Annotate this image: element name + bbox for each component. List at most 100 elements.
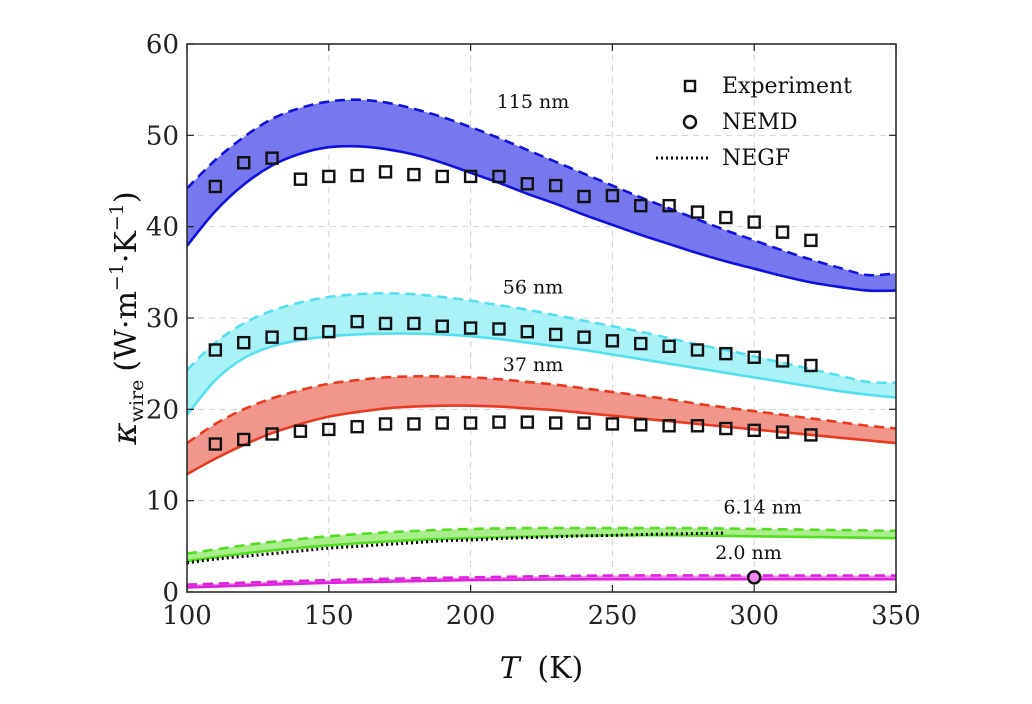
experiment-markers — [208, 151, 818, 451]
experiment-marker — [378, 316, 393, 331]
y-axis-title: κwire(W·m−1·K−1) — [105, 191, 148, 445]
experiment-marker — [407, 316, 421, 331]
y-tick-label: 30 — [146, 304, 179, 334]
band-label: 56 nm — [503, 276, 563, 298]
nemd-markers — [747, 570, 762, 585]
experiment-marker — [719, 346, 733, 361]
experiment-marker — [350, 419, 364, 434]
y-axis-unit-exp2: −1 — [106, 203, 128, 231]
band-label: 6.14 nm — [723, 496, 802, 518]
experiment-marker — [463, 321, 478, 335]
experiment-marker — [605, 188, 620, 203]
experiment-marker — [350, 314, 364, 329]
y-axis-subscript: wire — [126, 380, 148, 423]
band-annotations: 115 nm 56 nm 37 nm 6.14 nm 2.0 nm — [497, 91, 802, 564]
experiment-marker — [690, 419, 705, 433]
experiment-marker — [463, 416, 478, 430]
experiment-marker — [492, 169, 506, 184]
experiment-marker — [237, 156, 251, 170]
x-axis-unit: (K) — [537, 651, 583, 686]
legend: Experiment NEMD NEGF — [656, 74, 852, 171]
experiment-marker — [265, 427, 279, 441]
band-fill — [187, 99, 896, 291]
experiment-marker — [520, 177, 535, 191]
experiment-marker — [237, 432, 251, 447]
x-tick-label: 350 — [871, 601, 921, 631]
experiment-marker — [804, 428, 818, 442]
band-lower-line — [187, 404, 896, 476]
legend-label: NEGF — [722, 146, 790, 171]
legend-marker-circle — [682, 114, 698, 130]
experiment-marker — [605, 334, 620, 348]
experiment-marker — [492, 322, 506, 336]
experiment-marker — [548, 178, 563, 193]
x-tick-label: 200 — [446, 601, 496, 631]
band-lower-line — [187, 144, 896, 293]
y-axis-unit-close: ) — [109, 191, 144, 203]
experiment-marker — [322, 422, 336, 437]
experiment-marker — [662, 419, 676, 433]
x-tick-label: 100 — [162, 601, 212, 631]
legend-label: Experiment — [722, 74, 852, 99]
experiment-marker — [435, 169, 449, 184]
experiment-marker — [378, 165, 393, 179]
experiment-marker — [208, 179, 223, 194]
y-axis-unit-exp1: −1 — [106, 263, 128, 291]
experiment-marker — [407, 167, 421, 182]
band-label: 37 nm — [503, 354, 563, 376]
experiment-marker — [690, 343, 705, 357]
x-tick-label: 150 — [304, 601, 354, 631]
svg-text:κwire(W·m−1·K−1): κwire(W·m−1·K−1) — [105, 191, 148, 445]
nemd-marker — [747, 570, 762, 585]
experiment-marker — [634, 336, 648, 351]
experiment-marker — [378, 417, 393, 431]
y-tick-label: 0 — [162, 578, 179, 608]
experiment-marker — [747, 423, 761, 438]
experiment-marker — [634, 198, 648, 213]
experiment-marker — [520, 325, 535, 339]
experiment-marker — [208, 343, 223, 357]
experiment-marker — [775, 354, 790, 368]
x-tick-label: 300 — [729, 601, 779, 631]
band-upper-line — [187, 98, 896, 277]
experiment-marker — [435, 319, 449, 333]
experiment-marker — [577, 416, 591, 430]
experiment-marker — [775, 225, 790, 239]
experiment-marker — [577, 330, 591, 344]
experiment-marker — [634, 418, 648, 432]
band-upper-line — [187, 574, 896, 586]
experiment-marker — [463, 169, 478, 184]
band-fill — [187, 527, 896, 561]
y-tick-label: 60 — [146, 30, 179, 60]
band-lower-line — [187, 577, 896, 589]
experiment-marker — [265, 151, 279, 165]
y-tick-label: 40 — [146, 213, 179, 243]
experiment-marker — [322, 325, 336, 339]
experiment-marker — [804, 233, 818, 248]
band-upper-line — [187, 526, 896, 555]
experiment-marker — [520, 415, 535, 429]
experiment-marker — [435, 416, 449, 430]
y-axis-unit-open: (W·m — [109, 291, 144, 372]
experiment-marker — [662, 198, 676, 213]
band-label: 115 nm — [497, 91, 570, 113]
band-fill — [187, 376, 896, 475]
experiment-marker — [293, 424, 308, 438]
negf-series — [186, 531, 726, 565]
experiment-marker — [577, 189, 591, 204]
y-tick-label: 10 — [146, 487, 179, 517]
band-lower-line — [187, 533, 896, 563]
x-tick-label: 250 — [588, 601, 638, 631]
x-axis-symbol: T — [500, 651, 522, 686]
experiment-marker — [350, 168, 364, 183]
experiment-marker — [293, 172, 308, 186]
y-tick-label: 20 — [146, 395, 179, 425]
experiment-marker — [662, 339, 676, 354]
experiment-marker — [237, 335, 251, 350]
band-upper-line — [187, 375, 896, 445]
experiment-marker — [804, 358, 818, 373]
experiment-marker — [548, 327, 563, 342]
experiment-marker — [407, 417, 421, 431]
legend-marker-square — [683, 79, 697, 93]
